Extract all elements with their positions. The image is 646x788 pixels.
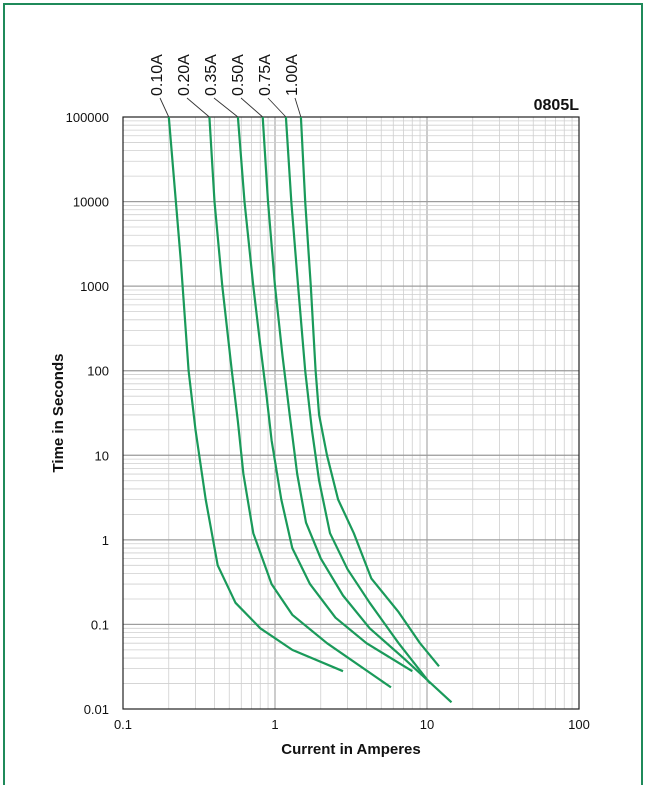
- x-tick-label: 100: [568, 717, 590, 732]
- x-tick-label: 0.1: [114, 717, 132, 732]
- y-tick-label: 0.01: [84, 702, 109, 717]
- y-tick-label: 10: [95, 448, 109, 463]
- leader-line: [213, 97, 239, 118]
- leader-line: [240, 97, 263, 118]
- y-tick-label: 1: [102, 533, 109, 548]
- curves: [167, 116, 453, 704]
- leader-line: [159, 97, 170, 118]
- curve-0.75A: [284, 116, 432, 685]
- y-tick-label: 100000: [66, 110, 109, 125]
- series-label: 0.35A: [203, 54, 220, 96]
- leader-line: [294, 97, 302, 118]
- tick-labels: 0.1 1 10 100 100000 10000 1000 100 10 1 0.1 0.01: [66, 110, 590, 732]
- leader-line: [186, 97, 210, 118]
- curve-1.00A: [299, 116, 440, 667]
- x-tick-label: 1: [271, 717, 278, 732]
- y-tick-label: 10000: [73, 195, 109, 210]
- x-axis-title: Current in Amperes: [281, 741, 420, 758]
- series-label: 0.20A: [176, 54, 193, 96]
- x-tick-label: 10: [420, 717, 434, 732]
- series-label: 1.00A: [284, 54, 301, 96]
- series-labels: 0.10A 0.20A 0.35A 0.50A 0.75A 1.00A: [149, 54, 302, 118]
- y-tick-label: 1000: [80, 279, 109, 294]
- series-label: 0.75A: [257, 54, 274, 96]
- figure-frame: [3, 3, 643, 785]
- chart-title: 0805L: [534, 97, 580, 114]
- series-label: 0.50A: [230, 54, 247, 96]
- curve-0.50A: [261, 116, 453, 704]
- y-tick-label: 0.1: [91, 617, 109, 632]
- curve-0.20A: [208, 116, 392, 689]
- plot-area: [122, 116, 580, 710]
- y-axis-title: Time in Seconds: [50, 354, 67, 473]
- series-label: 0.10A: [149, 54, 166, 96]
- y-tick-label: 100: [87, 364, 109, 379]
- grid: [122, 116, 580, 710]
- curve-0.10A: [167, 116, 344, 673]
- leader-line: [267, 97, 287, 118]
- curve-0.35A: [236, 116, 413, 673]
